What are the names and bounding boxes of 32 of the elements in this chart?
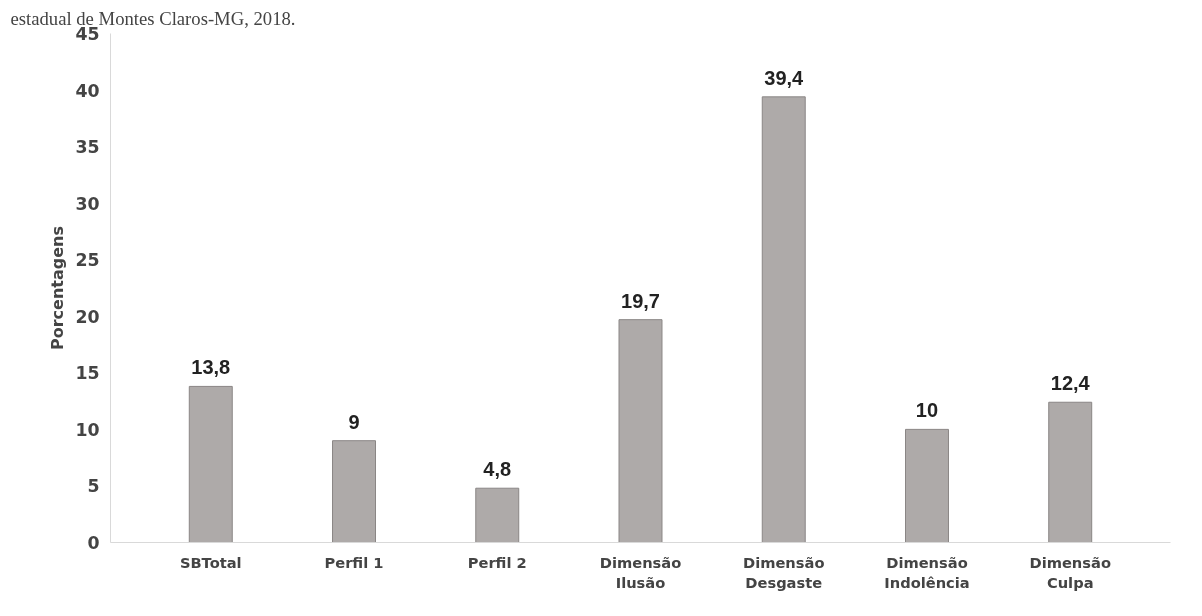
x-tick-label: Dimensão Desgaste — [742, 553, 825, 591]
y-tick-label: 10 — [75, 419, 100, 440]
x-tick-label: Dimensão Culpa — [1029, 553, 1111, 591]
data-label: 10 — [915, 399, 939, 422]
bar — [1048, 401, 1093, 543]
data-label: 9 — [348, 410, 360, 433]
x-tick-label: Perfil 1 — [324, 553, 384, 571]
y-tick-label: 20 — [75, 306, 100, 327]
x-tick-label: Dimensão Indolência — [884, 553, 970, 591]
data-label: 39,4 — [764, 66, 805, 89]
data-label: 13,8 — [191, 356, 231, 379]
x-tick-label: Perfil 2 — [467, 553, 527, 571]
y-tick-label: 45 — [75, 24, 100, 44]
bar — [761, 96, 806, 543]
y-axis-title: Porcentagens — [48, 226, 68, 350]
bar — [332, 440, 376, 543]
data-label: 19,7 — [621, 289, 660, 312]
bar — [188, 385, 233, 543]
bar — [475, 487, 520, 543]
x-tick-label: SBTotal — [179, 553, 242, 571]
y-tick-label: 15 — [75, 363, 100, 384]
x-tick-label: Dimensão Ilusão — [599, 553, 682, 591]
y-tick-label: 40 — [75, 80, 100, 101]
y-tick-label: 35 — [75, 137, 100, 158]
y-tick-label: 25 — [75, 250, 100, 271]
bar — [905, 428, 949, 543]
y-tick-label: 0 — [87, 533, 100, 553]
bar — [618, 319, 663, 543]
y-tick-label: 30 — [75, 193, 100, 214]
data-label: 4,8 — [483, 458, 512, 481]
data-label: 12,4 — [1050, 372, 1091, 395]
y-tick-label: 5 — [87, 476, 100, 497]
